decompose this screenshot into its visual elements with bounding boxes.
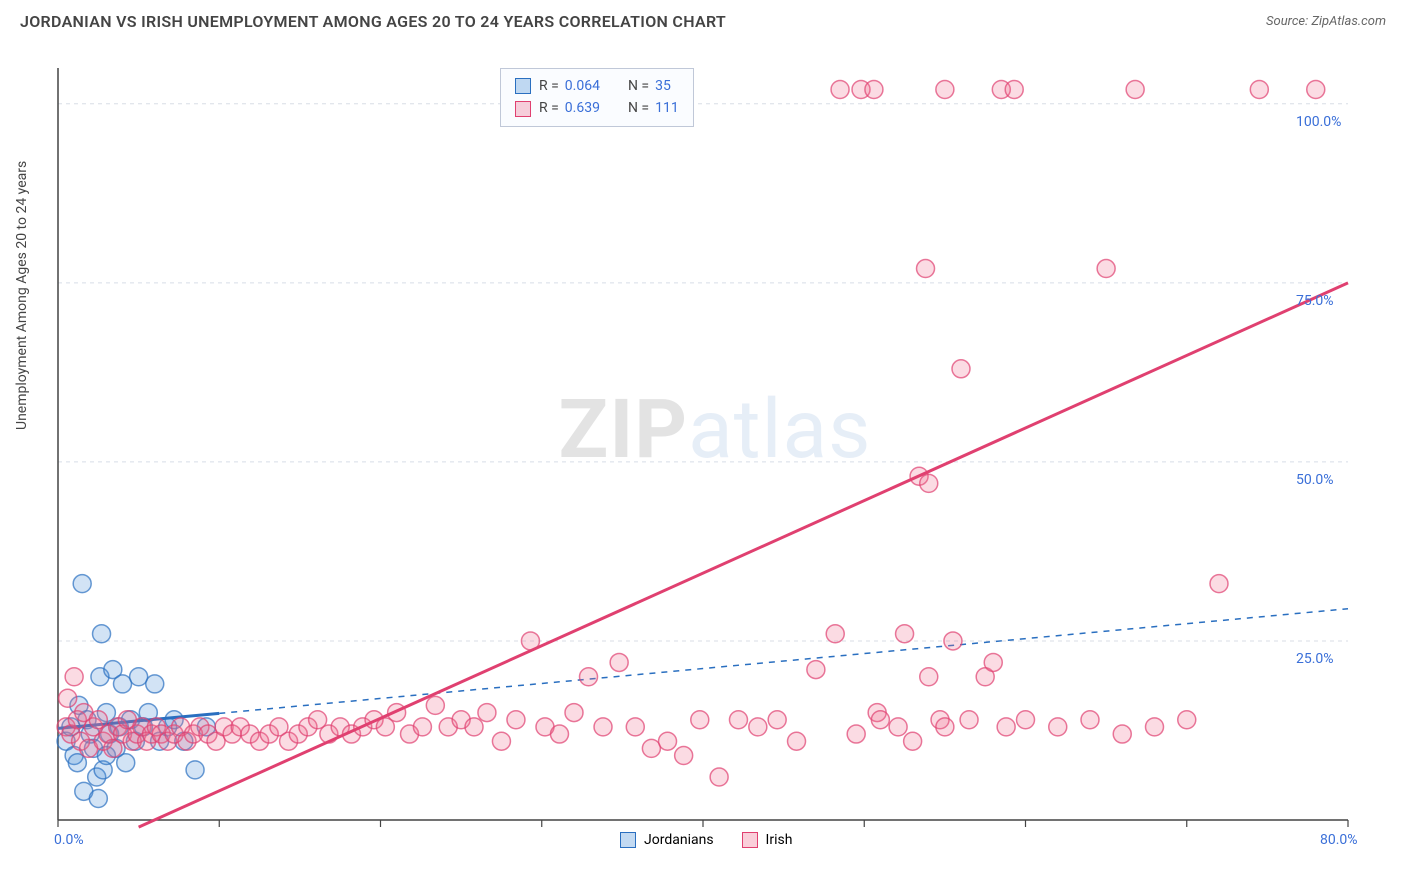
r-value: 0.064 — [565, 75, 600, 97]
y-tick-label: 75.0% — [1296, 293, 1334, 309]
series-name: Irish — [766, 832, 793, 848]
source-label: Source: — [1266, 14, 1308, 29]
n-value: 111 — [655, 97, 679, 119]
legend-swatch-icon — [515, 78, 531, 94]
r-label: R = — [539, 75, 559, 97]
series-name: Jordanians — [644, 832, 714, 848]
series-legend-irish: Irish — [742, 832, 793, 848]
scatter-chart — [50, 60, 1360, 832]
n-label: N = — [628, 97, 649, 119]
chart-plot-area: ZIPatlas R =0.064N =35R =0.639N =111 — [50, 60, 1380, 830]
legend-row-jordanians: R = 0.064 N = 35 — [515, 75, 679, 97]
chart-header: JORDANIAN VS IRISH UNEMPLOYMENT AMONG AG… — [0, 0, 1406, 39]
y-tick-label: 25.0% — [1296, 651, 1334, 667]
series-legend: Jordanians Irish — [620, 832, 792, 848]
legend-swatch-icon — [620, 832, 636, 848]
series-legend-jordanians: Jordanians — [620, 832, 714, 848]
chart-title: JORDANIAN VS IRISH UNEMPLOYMENT AMONG AG… — [20, 12, 726, 31]
y-axis-title: Unemployment Among Ages 20 to 24 years — [14, 161, 30, 430]
legend-swatch-icon — [742, 832, 758, 848]
correlation-legend: R = 0.064 N = 35 R = 0.639 N = 111 — [500, 68, 694, 127]
x-tick-label: 80.0% — [1320, 832, 1358, 848]
source-credit: Source: ZipAtlas.com — [1266, 14, 1386, 29]
source-value: ZipAtlas.com — [1311, 14, 1386, 29]
y-tick-label: 100.0% — [1296, 114, 1341, 130]
r-value: 0.639 — [565, 97, 600, 119]
legend-row-irish: R = 0.639 N = 111 — [515, 97, 679, 119]
y-tick-label: 50.0% — [1296, 472, 1334, 488]
n-label: N = — [628, 75, 649, 97]
x-tick-label: 0.0% — [54, 832, 84, 848]
r-label: R = — [539, 97, 559, 119]
n-value: 35 — [655, 75, 671, 97]
legend-swatch-icon — [515, 101, 531, 117]
